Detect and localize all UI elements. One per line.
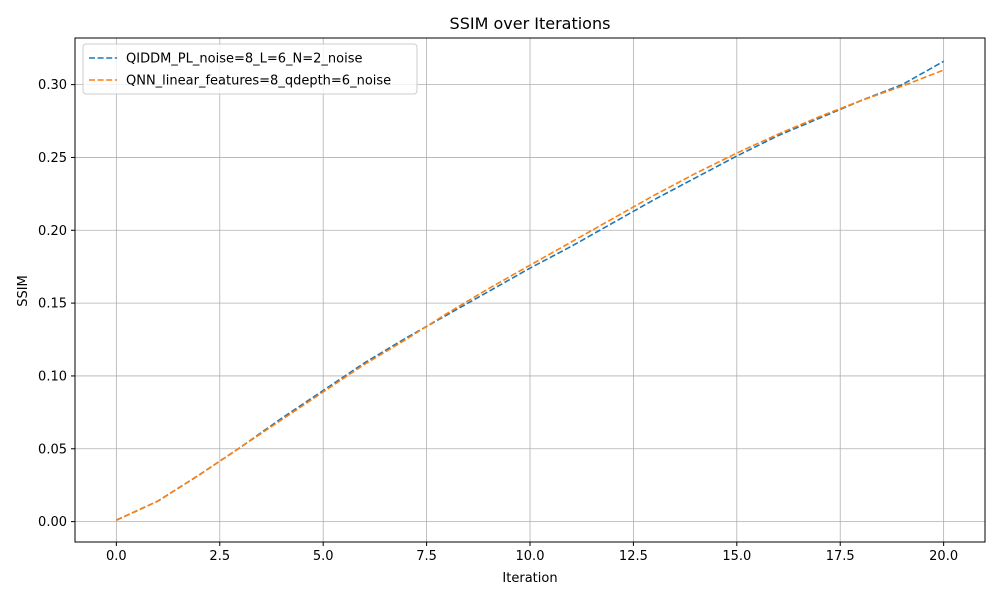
grid	[75, 38, 985, 542]
series-layer	[116, 60, 945, 521]
y-axis-ticks: 0.00 0.05 0.10 0.15 0.20 0.25 0.30	[38, 78, 75, 530]
y-tick-label: 0.25	[38, 151, 67, 166]
x-tick-label: 2.5	[209, 549, 230, 564]
legend-label-2: QNN_linear_features=8_qdepth=6_noise	[126, 74, 391, 89]
x-tick-label: 12.5	[619, 549, 648, 564]
x-tick-label: 15.0	[722, 549, 751, 564]
x-tick-label: 0.0	[106, 549, 127, 564]
y-tick-label: 0.05	[38, 442, 67, 457]
y-axis-label: SSIM	[16, 275, 31, 307]
x-tick-label: 7.5	[416, 549, 437, 564]
x-axis-label: Iteration	[502, 571, 557, 586]
chart-title: SSIM over Iterations	[450, 14, 611, 33]
x-tick-label: 17.5	[826, 549, 855, 564]
y-tick-label: 0.20	[38, 224, 67, 239]
y-tick-label: 0.00	[38, 515, 67, 530]
legend: QIDDM_PL_noise=8_L=6_N=2_noise QNN_linear…	[82, 43, 418, 95]
y-tick-label: 0.15	[38, 297, 67, 312]
x-tick-label: 5.0	[313, 549, 334, 564]
x-axis-ticks: 0.0 2.5 5.0 7.5 10.0 12.5 15.0 17.5 20.0	[106, 542, 958, 564]
legend-box	[82, 43, 418, 95]
series-line-2	[116, 69, 944, 521]
x-tick-label: 10.0	[516, 549, 545, 564]
x-tick-label: 20.0	[929, 549, 958, 564]
y-tick-label: 0.10	[38, 369, 67, 384]
series-line-1	[116, 60, 945, 521]
legend-label-1: QIDDM_PL_noise=8_L=6_N=2_noise	[126, 52, 363, 67]
y-tick-label: 0.30	[38, 78, 67, 93]
